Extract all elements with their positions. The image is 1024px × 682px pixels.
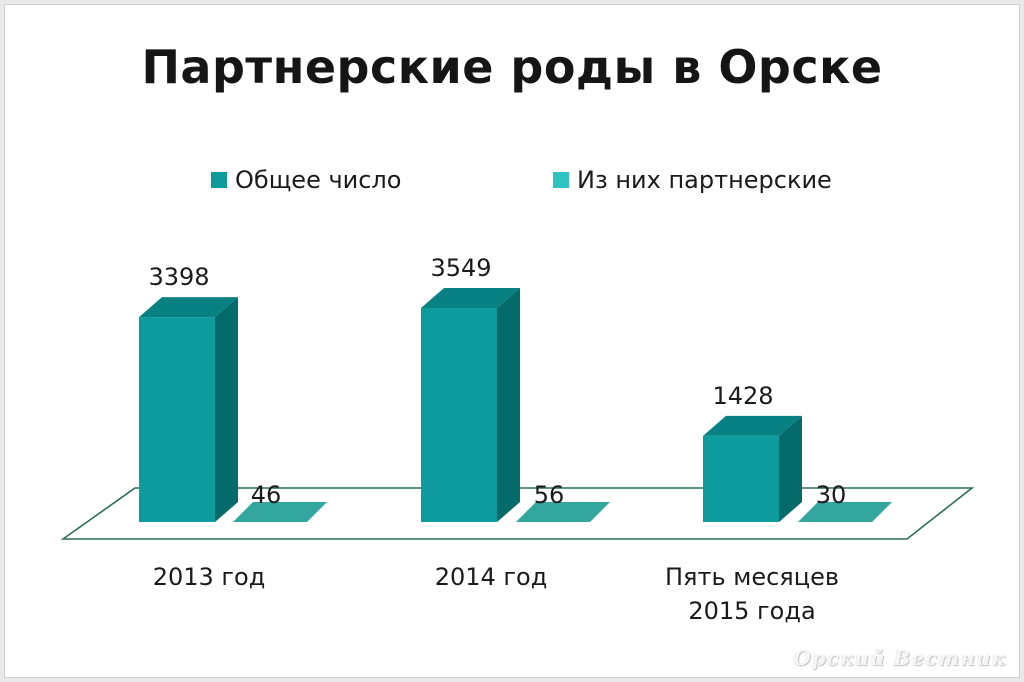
data-label-partner: 30 (816, 481, 847, 509)
category-label: 2015 года (688, 597, 815, 625)
bar-top-total (421, 288, 520, 308)
data-label-total: 3549 (430, 254, 491, 282)
legend-label-total: Общее число (235, 166, 402, 194)
legend-swatch-total (211, 172, 227, 188)
bar-partner (233, 502, 327, 522)
bar-total (703, 435, 779, 522)
bar-total (139, 317, 215, 522)
legend-label-partner: Из них партнерские (577, 166, 832, 194)
data-label-total: 1428 (712, 382, 773, 410)
bar-partner (798, 502, 892, 522)
watermark: Орский Вестник (793, 646, 1006, 670)
bar-partner (516, 502, 610, 522)
category-label: Пять месяцев (665, 563, 839, 591)
chart-title: Партнерские роды в Орске (141, 40, 883, 94)
data-label-partner: 56 (534, 481, 565, 509)
legend-item-total: Общее число (211, 166, 401, 194)
bar-side-total (779, 415, 802, 522)
data-label-partner: 46 (251, 481, 282, 509)
bar-top-total (703, 415, 802, 436)
bar-top-total (139, 297, 238, 318)
legend-item-partner: Из них партнерские (553, 166, 832, 194)
legend-swatch-partner (553, 172, 569, 188)
floor-plane (60, 487, 975, 540)
data-label-total: 3398 (148, 263, 209, 291)
bar-side-total (497, 288, 520, 522)
category-label: 2014 год (435, 563, 548, 591)
bar-total (421, 308, 497, 522)
category-label: 2013 год (153, 563, 266, 591)
bar-side-total (215, 297, 238, 522)
